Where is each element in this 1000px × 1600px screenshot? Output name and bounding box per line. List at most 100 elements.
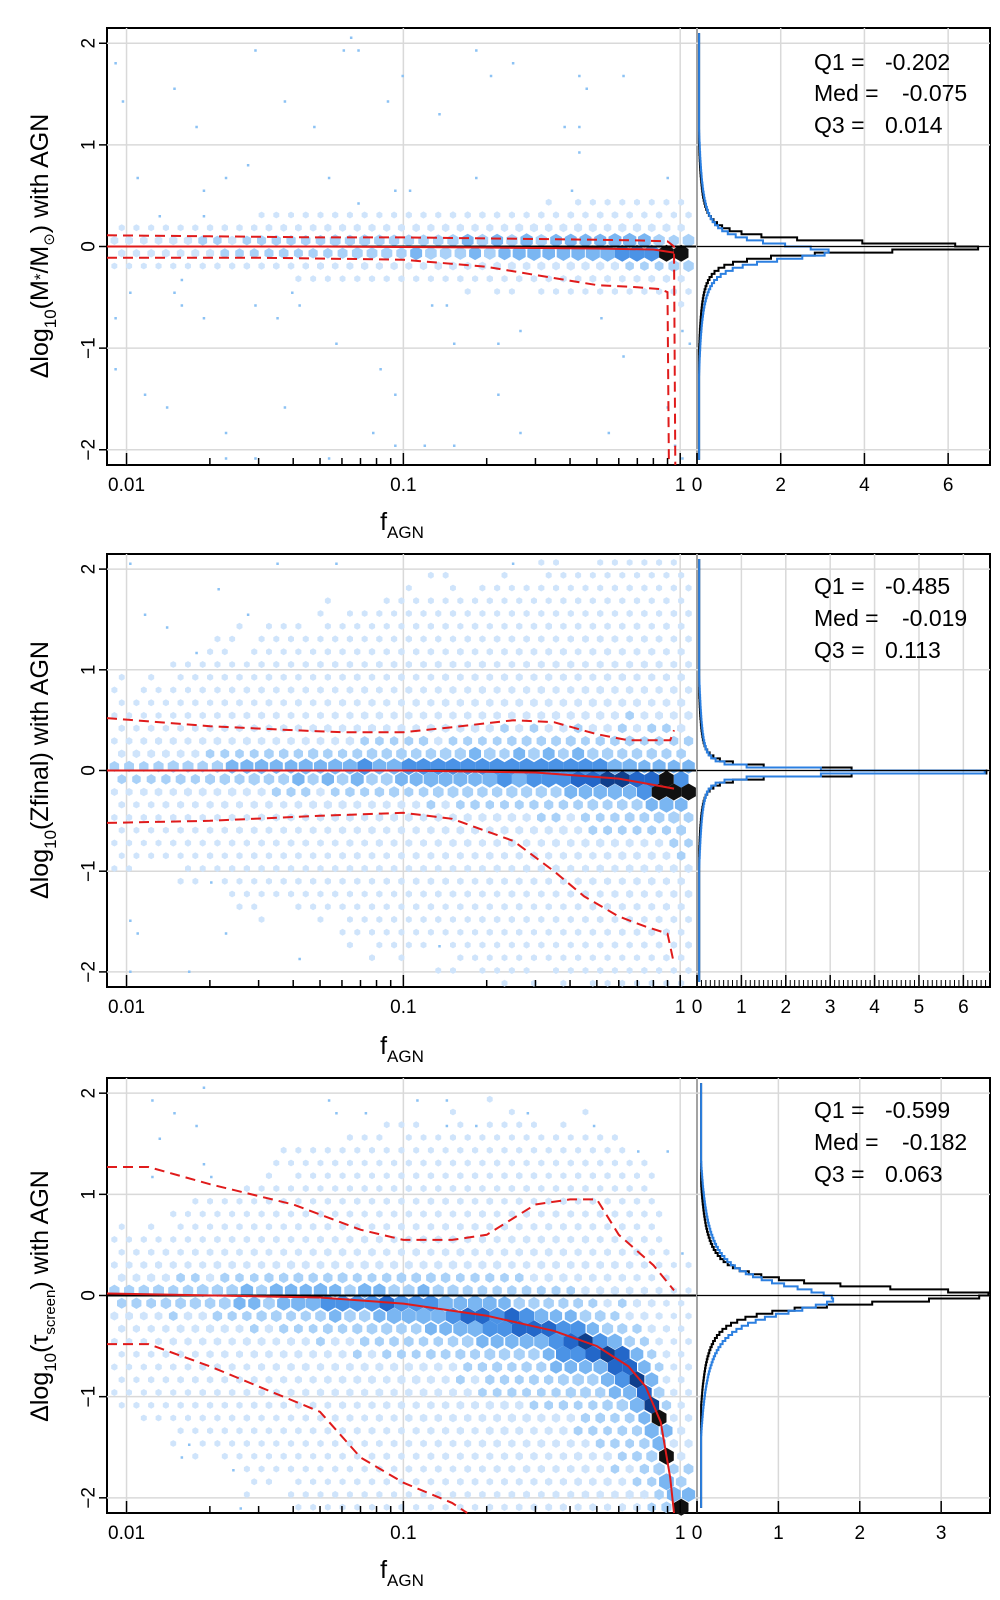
hexbin-cell xyxy=(640,838,649,848)
hexbin-cell xyxy=(640,864,649,873)
hexbin-cell xyxy=(317,1465,324,1473)
hexbin-cell xyxy=(199,711,206,720)
hexbin-cell xyxy=(361,864,368,873)
hexbin-cell xyxy=(575,1172,582,1180)
hexbin-cell xyxy=(242,787,251,797)
hexbin-cell xyxy=(236,1197,243,1205)
hexbin-cell xyxy=(469,746,481,761)
hexbin-cell xyxy=(205,748,215,759)
hexbin-cell xyxy=(619,198,626,206)
hexbin-cell xyxy=(478,685,486,695)
hexbin-cell xyxy=(633,1197,641,1205)
hexbin-cell xyxy=(670,584,677,592)
hexbin-cell xyxy=(309,223,317,232)
scatter-point xyxy=(291,291,294,294)
stats-box: Q1 = -0.599 Med = -0.182 Q3 = 0.063 xyxy=(814,1097,967,1187)
hexbin-cell xyxy=(184,711,192,720)
hexbin-cell xyxy=(662,698,671,708)
hexbin-cell xyxy=(243,1185,250,1192)
hexbin-cell xyxy=(427,1401,435,1410)
hexbin-cell xyxy=(280,1375,288,1384)
hexbin-cell xyxy=(258,635,265,643)
hexbin-cell xyxy=(287,1465,295,1473)
hexbin-cell xyxy=(442,1503,449,1511)
hexbin-cell xyxy=(139,761,149,772)
hexbin-cell xyxy=(681,783,696,801)
hexbin-cell xyxy=(368,1223,376,1231)
hexbin-cell xyxy=(604,902,611,911)
hexbin-cell xyxy=(383,1197,390,1205)
hexbin-cell xyxy=(441,1401,450,1410)
median-value: -0.019 xyxy=(902,605,967,631)
hexbin-cell xyxy=(521,1285,532,1296)
hexbin-cell xyxy=(678,1350,685,1358)
hexbin-cell xyxy=(221,1350,229,1359)
hexbin-cell xyxy=(185,661,191,668)
hexbin-cell xyxy=(545,1172,552,1180)
hexbin-cell xyxy=(346,1465,353,1473)
hexbin-cell xyxy=(545,647,553,656)
hexbin-cell xyxy=(582,660,589,669)
hexbin-cell xyxy=(544,1400,553,1411)
hexbin-cell xyxy=(530,647,538,656)
hexbin-cell xyxy=(661,1501,672,1514)
hexbin-cell xyxy=(529,1400,539,1411)
hexbin-cell xyxy=(288,1185,294,1192)
hexbin-cell xyxy=(416,1307,431,1325)
scatter-point xyxy=(313,125,316,129)
hexbin-cell xyxy=(279,748,289,760)
hexbin-cell xyxy=(192,673,199,681)
hexbin-cell xyxy=(405,610,412,617)
hexbin-cell xyxy=(206,800,214,809)
hexbin-cell xyxy=(298,758,313,775)
q1-label: Q1 = xyxy=(814,49,865,75)
hexbin-cell xyxy=(634,1172,640,1180)
hexbin-cell xyxy=(412,1222,420,1231)
hexbin-cell xyxy=(501,597,508,605)
hexbin-cell xyxy=(647,1298,656,1308)
hist-x-tick-label: 3 xyxy=(825,997,836,1018)
hexbin-cell xyxy=(126,1236,132,1243)
hexbin-cell xyxy=(625,1286,634,1295)
hexbin-cell xyxy=(454,246,467,260)
hexbin-cell xyxy=(287,1388,295,1397)
hexbin-cell xyxy=(324,1146,331,1154)
hexbin-cell xyxy=(670,1261,677,1269)
hexbin-cell xyxy=(580,1412,590,1424)
hexbin-cell xyxy=(528,1296,540,1310)
hexbin-cell xyxy=(294,1323,303,1334)
hexbin-cell xyxy=(206,248,215,258)
hexbin-cell xyxy=(673,1498,689,1516)
hexbin-cell xyxy=(530,928,537,936)
hexbin-cell xyxy=(464,1184,471,1193)
hexbin-cell xyxy=(228,787,237,797)
hexbin-cell xyxy=(139,1311,148,1321)
hexbin-cell xyxy=(515,1477,523,1486)
hexbin-cell xyxy=(192,1401,199,1409)
hexbin-cell xyxy=(493,635,501,643)
hexbin-cell xyxy=(155,686,162,694)
hexbin-cell xyxy=(383,1426,391,1435)
hexbin-cell xyxy=(641,1210,648,1218)
q1-label: Q1 = xyxy=(814,573,865,599)
hexbin-cell xyxy=(347,610,353,617)
hexbin-cell xyxy=(522,838,531,848)
hexbin-cell xyxy=(457,1146,464,1154)
hexbin-cell xyxy=(574,903,582,911)
hexbin-cell xyxy=(566,812,575,823)
hexbin-cell xyxy=(662,851,671,861)
hexbin-cell xyxy=(118,673,125,681)
hexbin-cell xyxy=(648,698,656,707)
hexbin-cell xyxy=(456,1272,465,1283)
scatter-point xyxy=(585,87,588,90)
hexbin-cell xyxy=(434,711,442,720)
hexbin-cell xyxy=(515,673,523,682)
hexbin-cell xyxy=(523,635,530,643)
hexbin-cell xyxy=(447,785,459,799)
hexbin-cell xyxy=(258,660,265,669)
hexbin-cell xyxy=(229,890,236,898)
hexbin-cell xyxy=(339,622,346,630)
hexbin-cell xyxy=(373,1283,386,1298)
hexbin-cell xyxy=(530,698,538,708)
scatter-point xyxy=(622,355,625,358)
